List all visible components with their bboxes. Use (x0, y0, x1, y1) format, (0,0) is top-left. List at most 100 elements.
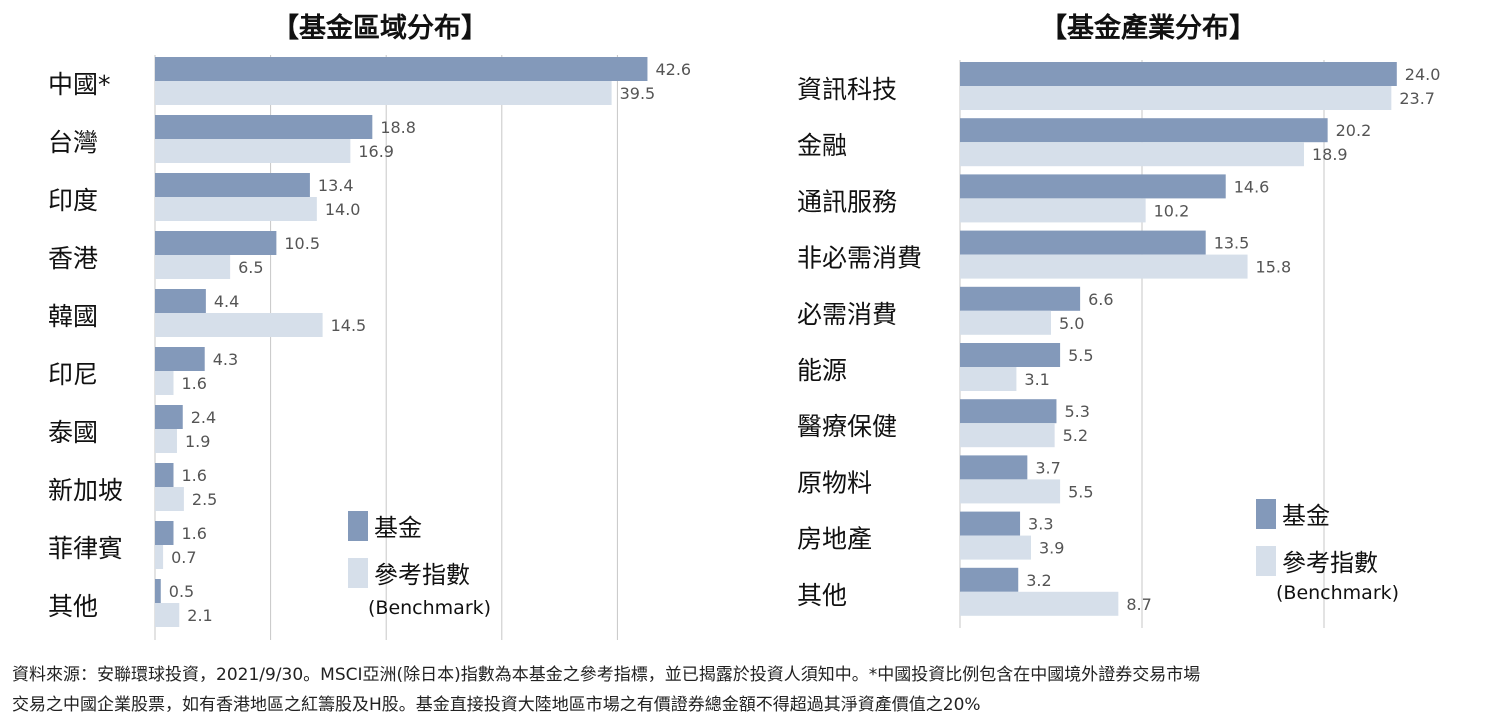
value-label-industry-fund-8: 3.3 (1028, 515, 1053, 534)
value-label-region-fund-6: 2.4 (191, 408, 216, 427)
value-label-region-benchmark-2: 14.0 (325, 200, 361, 219)
bar-region-benchmark-8 (155, 545, 164, 569)
category-label-industry-5: 能源 (797, 356, 847, 385)
bar-region-benchmark-5 (155, 371, 174, 395)
category-label-industry-1: 金融 (797, 131, 847, 160)
category-label-industry-9: 其他 (797, 581, 847, 610)
value-label-industry-benchmark-4: 5.0 (1059, 314, 1084, 333)
value-label-region-fund-1: 18.8 (380, 118, 416, 137)
bar-industry-benchmark-4 (960, 310, 1051, 335)
value-label-industry-fund-7: 3.7 (1035, 458, 1060, 477)
legend-swatch-benchmark (348, 557, 368, 588)
value-label-region-benchmark-9: 2.1 (187, 606, 212, 625)
bar-region-benchmark-3 (155, 255, 231, 279)
bar-industry-benchmark-5 (960, 367, 1017, 391)
value-label-industry-fund-3: 13.5 (1214, 234, 1250, 253)
legend-benchmark-sub-region: (Benchmark) (368, 597, 492, 619)
bar-industry-benchmark-3 (960, 254, 1248, 279)
bar-industry-benchmark-8 (960, 535, 1031, 560)
category-label-industry-3: 非必需消費 (797, 244, 922, 273)
bar-industry-fund-2 (960, 174, 1226, 199)
category-label-industry-6: 醫療保健 (797, 412, 897, 441)
value-label-industry-fund-4: 6.6 (1088, 290, 1113, 309)
legend-benchmark-industry: 參考指數 (1256, 543, 1378, 578)
value-label-region-benchmark-1: 16.9 (358, 142, 394, 161)
bar-region-fund-8 (155, 521, 174, 545)
bar-region-fund-5 (155, 347, 205, 371)
legend-benchmark-region: 參考指數 (348, 555, 470, 590)
legend-label-benchmark: 參考指數 (374, 561, 470, 589)
bar-industry-fund-3 (960, 230, 1206, 255)
category-label-region-7: 新加坡 (48, 476, 123, 505)
bar-region-benchmark-9 (155, 603, 180, 627)
category-label-industry-0: 資訊科技 (797, 75, 897, 104)
value-label-region-benchmark-8: 0.7 (171, 548, 196, 567)
legend-fund-industry: 基金 (1256, 496, 1330, 531)
footnote-line-1: 資料來源：安聯環球投資，2021/9/30。MSCI亞洲(除日本)指數為本基金之… (12, 665, 1201, 685)
legend-label-fund: 基金 (374, 514, 422, 542)
value-label-industry-benchmark-1: 18.9 (1312, 145, 1348, 164)
value-label-region-benchmark-7: 2.5 (192, 490, 217, 509)
value-label-region-fund-4: 4.4 (214, 292, 239, 311)
bar-region-fund-0 (155, 57, 648, 81)
value-label-industry-benchmark-9: 8.7 (1126, 595, 1151, 614)
legend-swatch-fund (1256, 498, 1276, 529)
value-label-region-fund-2: 13.4 (318, 176, 354, 195)
value-label-region-fund-0: 42.6 (655, 60, 691, 79)
bar-region-fund-9 (155, 579, 161, 603)
bar-industry-fund-4 (960, 286, 1081, 311)
legend-label-benchmark: 參考指數 (1282, 549, 1378, 577)
value-label-industry-fund-1: 20.2 (1336, 121, 1372, 140)
bar-industry-fund-7 (960, 455, 1028, 480)
legend-swatch-benchmark (1256, 545, 1276, 576)
bar-region-benchmark-6 (155, 429, 177, 453)
value-label-region-fund-3: 10.5 (284, 234, 320, 253)
value-label-industry-benchmark-7: 5.5 (1068, 482, 1093, 501)
bar-region-benchmark-1 (155, 139, 351, 163)
value-label-industry-fund-9: 3.2 (1026, 571, 1051, 590)
bar-region-fund-3 (155, 231, 277, 255)
category-label-industry-4: 必需消費 (797, 300, 897, 329)
value-label-industry-fund-6: 5.3 (1064, 402, 1089, 421)
bar-region-fund-7 (155, 463, 174, 487)
bar-industry-fund-9 (960, 567, 1019, 592)
category-label-region-8: 菲律賓 (48, 534, 123, 563)
category-label-region-6: 泰國 (48, 418, 98, 447)
category-label-region-0: 中國* (48, 70, 111, 99)
value-label-industry-benchmark-6: 5.2 (1063, 426, 1088, 445)
value-label-region-fund-5: 4.3 (213, 350, 238, 369)
category-label-industry-8: 房地產 (797, 525, 872, 554)
bar-region-fund-4 (155, 289, 206, 313)
bar-industry-fund-8 (960, 511, 1021, 536)
bar-region-benchmark-7 (155, 487, 184, 511)
bar-industry-fund-5 (960, 343, 1061, 367)
value-label-region-fund-7: 1.6 (181, 466, 206, 485)
value-label-industry-fund-5: 5.5 (1068, 346, 1093, 365)
value-label-industry-benchmark-0: 23.7 (1399, 89, 1435, 108)
value-label-region-benchmark-6: 1.9 (185, 432, 210, 451)
bar-region-fund-6 (155, 405, 183, 429)
bar-region-benchmark-0 (155, 81, 612, 105)
value-label-region-fund-9: 0.5 (169, 582, 194, 601)
legend-label-fund: 基金 (1282, 502, 1330, 530)
value-label-industry-benchmark-2: 10.2 (1154, 201, 1190, 220)
value-label-industry-benchmark-8: 3.9 (1039, 539, 1064, 558)
bar-industry-fund-6 (960, 399, 1057, 424)
footnote-line-2: 交易之中國企業股票，如有香港地區之紅籌股及H股。基金直接投資大陸地區市場之有價證… (12, 695, 981, 715)
bar-industry-benchmark-7 (960, 479, 1061, 504)
value-label-region-benchmark-4: 14.5 (331, 316, 367, 335)
category-label-region-3: 香港 (48, 244, 98, 273)
chart-title-industry: 【基金產業分布】 (1040, 13, 1256, 44)
value-label-industry-benchmark-3: 15.8 (1256, 258, 1292, 277)
bar-region-benchmark-4 (155, 313, 323, 337)
bar-industry-benchmark-2 (960, 198, 1146, 223)
category-label-region-5: 印尼 (48, 360, 98, 389)
value-label-industry-fund-2: 14.6 (1234, 177, 1270, 196)
bar-industry-fund-0 (960, 62, 1397, 86)
category-label-industry-2: 通訊服務 (797, 187, 897, 216)
legend-fund-region: 基金 (348, 508, 422, 543)
category-label-region-1: 台灣 (48, 128, 98, 157)
category-label-industry-7: 原物料 (797, 468, 872, 497)
category-label-region-2: 印度 (48, 186, 98, 215)
